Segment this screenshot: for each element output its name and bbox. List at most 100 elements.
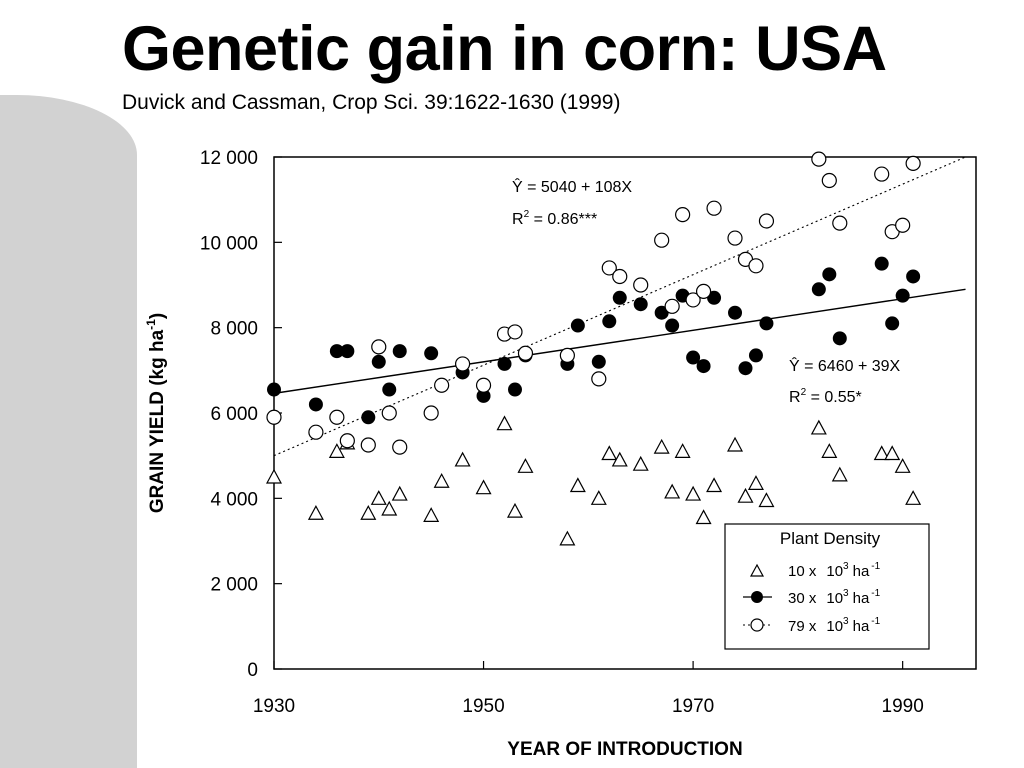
data-point-79k — [454, 356, 471, 372]
data-point-79k — [895, 217, 911, 233]
data-point-79k — [475, 377, 492, 393]
data-point-10k — [632, 455, 649, 471]
data-point-30k — [832, 331, 847, 346]
legend-title: Plant Density — [780, 529, 881, 548]
data-point-30k — [728, 305, 743, 320]
data-point-30k — [665, 318, 680, 333]
citation-subtitle: Duvick and Cassman, Crop Sci. 39:1622-16… — [122, 91, 621, 114]
data-point-79k — [633, 277, 649, 293]
data-point-10k — [674, 443, 691, 458]
y-tick-label: 0 — [247, 660, 258, 681]
data-point-79k — [601, 260, 617, 276]
y-tick-label: 10 000 — [200, 233, 258, 254]
data-point-30k — [476, 388, 491, 403]
legend-open-circle-marker — [750, 618, 764, 632]
data-point-30k — [308, 397, 323, 412]
data-point-79k — [821, 172, 837, 189]
legend-entry-79k: 79 x 103 ha -1 — [743, 616, 881, 635]
legend-entry-10k: 10 x 103 ha -1 — [749, 561, 881, 580]
data-point-30k — [267, 382, 281, 397]
data-point-79k — [905, 155, 921, 171]
data-point-79k — [748, 258, 764, 274]
side-decoration — [0, 95, 137, 768]
y-tick-label: 8 000 — [210, 319, 258, 340]
data-point-30k — [361, 410, 376, 425]
data-point-10k — [611, 451, 628, 467]
data-point-30k — [329, 344, 344, 359]
x-axis-label: YEAR OF INTRODUCTION — [507, 739, 742, 760]
data-point-10k — [360, 505, 377, 520]
data-point-10k — [517, 458, 534, 473]
data-point-10k — [601, 445, 618, 461]
data-point-10k — [381, 500, 398, 516]
data-point-79k — [308, 424, 324, 440]
data-point-10k — [884, 445, 901, 461]
data-point-10k — [810, 419, 827, 435]
data-point-10k — [831, 466, 848, 482]
data-point-10k — [873, 445, 890, 461]
legend: Plant Density 10 x 103 ha -1 30 x 103 ha -1 79… — [724, 523, 930, 650]
svg-text:R2 = 0.86***: R2 = 0.86*** — [512, 209, 597, 228]
data-point-30k — [424, 346, 439, 361]
data-point-30k — [874, 256, 889, 271]
legend-triangle-marker — [749, 563, 765, 577]
data-point-30k — [686, 350, 701, 365]
page-title: Genetic gain in corn: USA — [122, 14, 887, 84]
data-point-30k — [392, 344, 407, 359]
data-point-30k — [895, 288, 910, 303]
data-point-10k — [454, 451, 471, 467]
data-point-79k — [381, 405, 397, 421]
data-point-30k — [340, 344, 355, 359]
data-point-79k — [706, 200, 722, 216]
data-point-30k — [738, 361, 753, 376]
data-point-10k — [905, 490, 922, 505]
data-point-30k — [612, 290, 627, 305]
data-point-10k — [706, 477, 723, 493]
data-point-79k — [392, 439, 408, 455]
data-point-79k — [591, 371, 607, 387]
y-tick-label: 4 000 — [210, 489, 258, 510]
data-point-30k — [507, 382, 522, 397]
data-point-79k — [517, 345, 534, 361]
data-point-30k — [382, 382, 397, 397]
data-point-30k — [570, 318, 585, 333]
data-point-10k — [423, 507, 440, 523]
data-point-10k — [590, 490, 607, 505]
data-point-79k — [811, 151, 827, 167]
data-point-10k — [475, 479, 492, 495]
data-point-79k — [832, 215, 848, 231]
x-tick-label: 1930 — [253, 696, 295, 717]
data-point-79k — [612, 268, 628, 285]
data-point-79k — [434, 377, 450, 393]
data-point-79k — [685, 292, 701, 308]
data-point-79k — [360, 437, 376, 453]
data-point-10k — [391, 485, 408, 501]
data-point-79k — [371, 339, 387, 355]
svg-text:Ŷ = 5040 + 108X: Ŷ = 5040 + 108X — [512, 177, 632, 196]
x-tick-label: 1950 — [462, 696, 504, 717]
data-point-30k — [906, 269, 921, 284]
data-point-79k — [695, 283, 712, 299]
data-point-79k — [675, 207, 691, 223]
svg-text:Ŷ = 6460 + 39X: Ŷ = 6460 + 39X — [789, 356, 901, 375]
legend-filled-circle-marker — [751, 591, 763, 603]
data-point-30k — [591, 354, 606, 369]
data-point-30k — [811, 282, 826, 297]
x-tick-label: 1970 — [672, 696, 714, 717]
data-point-10k — [506, 502, 523, 518]
y-tick-label: 2 000 — [210, 575, 258, 596]
y-axis-label: GRAIN YIELD (kg ha-1) — [144, 313, 168, 513]
data-point-79k — [664, 298, 680, 314]
data-point-30k — [748, 348, 763, 363]
y-tick-label: 12 000 — [200, 148, 258, 169]
data-point-30k — [633, 297, 648, 312]
data-point-10k — [758, 492, 775, 508]
y-axis-label-superscript: -1 — [144, 319, 158, 330]
data-point-79k — [559, 347, 575, 363]
data-point-10k — [433, 473, 450, 488]
data-point-10k — [685, 485, 702, 501]
data-point-79k — [758, 213, 775, 229]
data-point-10k — [653, 438, 670, 454]
